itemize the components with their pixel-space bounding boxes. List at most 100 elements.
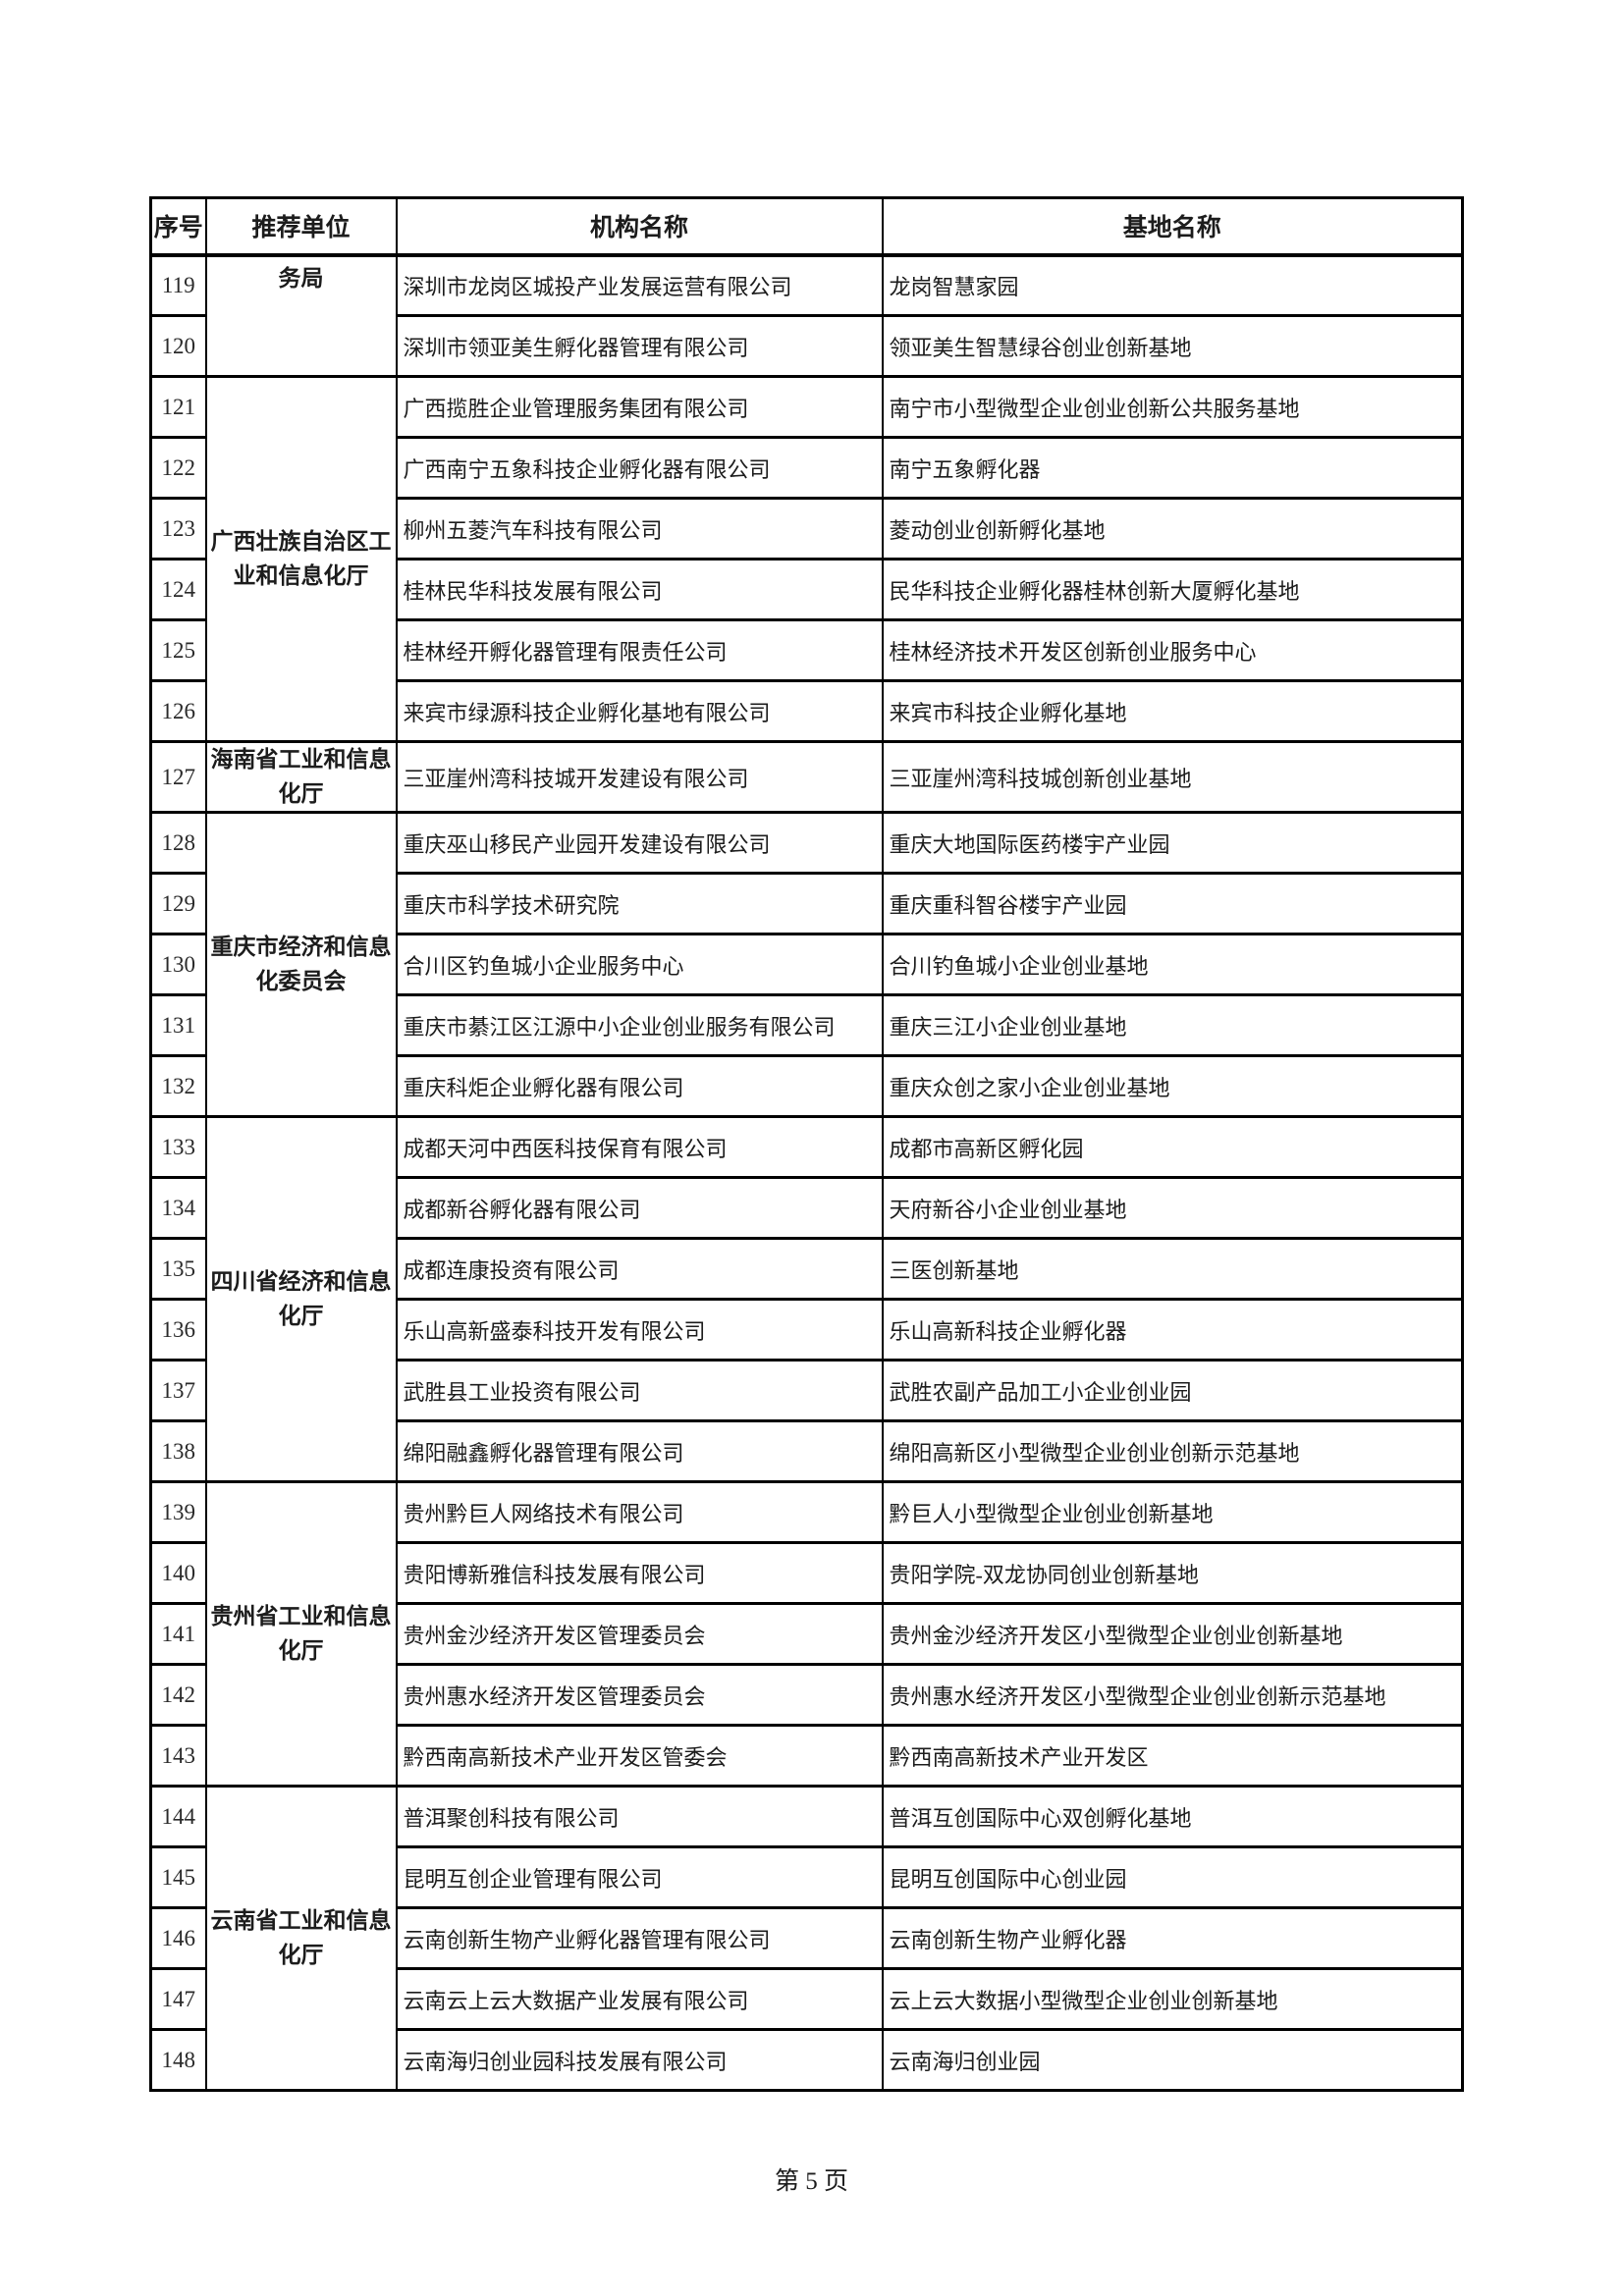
header-org-name: 机构名称 [395, 196, 884, 257]
org-cell: 贵阳博新雅信科技发展有限公司 [395, 1541, 884, 1605]
unit-cell: 四川省经济和信息化厅 [204, 1115, 398, 1483]
base-cell: 云南海归创业园 [881, 2028, 1464, 2092]
table-row: 129 重庆市科学技术研究院 重庆重科智谷楼宇产业园 [149, 872, 1464, 935]
unit-cell: 云南省工业和信息化厅 [204, 1785, 398, 2092]
org-cell: 武胜县工业投资有限公司 [395, 1359, 884, 1422]
org-cell: 成都新谷孵化器有限公司 [395, 1176, 884, 1240]
org-cell: 重庆市科学技术研究院 [395, 872, 884, 935]
base-cell: 成都市高新区孵化园 [881, 1115, 1464, 1179]
org-cell: 重庆科炬企业孵化器有限公司 [395, 1054, 884, 1118]
unit-cell: 广西壮族自治区工业和信息化厅 [204, 375, 398, 743]
unit-cell: 海南省工业和信息化厅 [204, 740, 398, 814]
base-cell: 云南创新生物产业孵化器 [881, 1906, 1464, 1970]
serial-cell: 120 [149, 314, 207, 378]
org-cell: 贵州惠水经济开发区管理委员会 [395, 1663, 884, 1727]
org-cell: 合川区钓鱼城小企业服务中心 [395, 933, 884, 996]
serial-cell: 119 [149, 253, 207, 317]
org-cell: 来宾市绿源科技企业孵化基地有限公司 [395, 679, 884, 743]
base-cell: 昆明互创国际中心创业园 [881, 1845, 1464, 1909]
base-cell: 绵阳高新区小型微型企业创业创新示范基地 [881, 1419, 1464, 1483]
base-cell: 黔西南高新技术产业开发区 [881, 1724, 1464, 1788]
org-cell: 云南云上云大数据产业发展有限公司 [395, 1967, 884, 2031]
base-cell: 重庆大地国际医药楼宇产业园 [881, 811, 1464, 875]
table-row: 122 广西南宁五象科技企业孵化器有限公司 南宁五象孵化器 [149, 436, 1464, 500]
org-cell: 三亚崖州湾科技城开发建设有限公司 [395, 740, 884, 814]
unit-cell: 务局 [204, 253, 398, 378]
table-header-row: 序号 推荐单位 机构名称 基地名称 [149, 196, 1464, 257]
serial-cell: 134 [149, 1176, 207, 1240]
serial-cell: 144 [149, 1785, 207, 1848]
base-cell: 菱动创业创新孵化基地 [881, 497, 1464, 561]
serial-cell: 128 [149, 811, 207, 875]
serial-cell: 147 [149, 1967, 207, 2031]
table-row: 145 昆明互创企业管理有限公司 昆明互创国际中心创业园 [149, 1845, 1464, 1909]
table-row: 120 深圳市领亚美生孵化器管理有限公司 领亚美生智慧绿谷创业创新基地 [149, 314, 1464, 378]
table-row: 132 重庆科炬企业孵化器有限公司 重庆众创之家小企业创业基地 [149, 1054, 1464, 1118]
org-cell: 普洱聚创科技有限公司 [395, 1785, 884, 1848]
serial-cell: 126 [149, 679, 207, 743]
base-cell: 龙岗智慧家园 [881, 253, 1464, 317]
table-row: 135 成都连康投资有限公司 三医创新基地 [149, 1237, 1464, 1301]
table-row: 126 来宾市绿源科技企业孵化基地有限公司 来宾市科技企业孵化基地 [149, 679, 1464, 743]
base-cell: 黔巨人小型微型企业创业创新基地 [881, 1480, 1464, 1544]
base-cell: 三医创新基地 [881, 1237, 1464, 1301]
serial-cell: 125 [149, 618, 207, 682]
org-cell: 桂林经开孵化器管理有限责任公司 [395, 618, 884, 682]
org-cell: 乐山高新盛泰科技开发有限公司 [395, 1298, 884, 1362]
base-cell: 来宾市科技企业孵化基地 [881, 679, 1464, 743]
table-row: 134 成都新谷孵化器有限公司 天府新谷小企业创业基地 [149, 1176, 1464, 1240]
table-row: 119 务局 深圳市龙岗区城投产业发展运营有限公司 龙岗智慧家园 [149, 253, 1464, 378]
table-row: 127 海南省工业和信息化厅 三亚崖州湾科技城开发建设有限公司 三亚崖州湾科技城… [149, 740, 1464, 814]
table-row: 142 贵州惠水经济开发区管理委员会 贵州惠水经济开发区小型微型企业创业创新示范… [149, 1663, 1464, 1727]
table-row: 139 贵州省工业和信息化厅 贵州黔巨人网络技术有限公司 黔巨人小型微型企业创业… [149, 1480, 1464, 1788]
serial-cell: 137 [149, 1359, 207, 1422]
page-footer: 第 5 页 [774, 2168, 848, 2195]
base-cell: 民华科技企业孵化器桂林创新大厦孵化基地 [881, 558, 1464, 621]
base-cell: 三亚崖州湾科技城创新创业基地 [881, 740, 1464, 814]
base-cell: 南宁五象孵化器 [881, 436, 1464, 500]
org-cell: 成都天河中西医科技保育有限公司 [395, 1115, 884, 1179]
serial-cell: 123 [149, 497, 207, 561]
serial-cell: 138 [149, 1419, 207, 1483]
org-cell: 云南创新生物产业孵化器管理有限公司 [395, 1906, 884, 1970]
base-cell: 合川钓鱼城小企业创业基地 [881, 933, 1464, 996]
table-row: 124 桂林民华科技发展有限公司 民华科技企业孵化器桂林创新大厦孵化基地 [149, 558, 1464, 621]
table-row: 137 武胜县工业投资有限公司 武胜农副产品加工小企业创业园 [149, 1359, 1464, 1422]
serial-cell: 143 [149, 1724, 207, 1788]
base-cell: 重庆重科智谷楼宇产业园 [881, 872, 1464, 935]
serial-cell: 142 [149, 1663, 207, 1727]
org-cell: 深圳市龙岗区城投产业发展运营有限公司 [395, 253, 884, 317]
table-row: 146 云南创新生物产业孵化器管理有限公司 云南创新生物产业孵化器 [149, 1906, 1464, 1970]
serial-cell: 131 [149, 993, 207, 1057]
table-row: 141 贵州金沙经济开发区管理委员会 贵州金沙经济开发区小型微型企业创业创新基地 [149, 1602, 1464, 1666]
base-cell: 贵阳学院-双龙协同创业创新基地 [881, 1541, 1464, 1605]
base-cell: 重庆众创之家小企业创业基地 [881, 1054, 1464, 1118]
base-cell: 领亚美生智慧绿谷创业创新基地 [881, 314, 1464, 378]
header-base-name: 基地名称 [881, 196, 1464, 257]
table-row: 148 云南海归创业园科技发展有限公司 云南海归创业园 [149, 2028, 1464, 2092]
header-recommend-unit: 推荐单位 [204, 196, 398, 257]
table-row: 136 乐山高新盛泰科技开发有限公司 乐山高新科技企业孵化器 [149, 1298, 1464, 1362]
base-cell: 桂林经济技术开发区创新创业服务中心 [881, 618, 1464, 682]
base-cell: 重庆三江小企业创业基地 [881, 993, 1464, 1057]
serial-cell: 148 [149, 2028, 207, 2092]
base-cell: 南宁市小型微型企业创业创新公共服务基地 [881, 375, 1464, 439]
base-cell: 贵州金沙经济开发区小型微型企业创业创新基地 [881, 1602, 1464, 1666]
table-row: 143 黔西南高新技术产业开发区管委会 黔西南高新技术产业开发区 [149, 1724, 1464, 1788]
org-cell: 广西南宁五象科技企业孵化器有限公司 [395, 436, 884, 500]
serial-cell: 145 [149, 1845, 207, 1909]
base-cell: 贵州惠水经济开发区小型微型企业创业创新示范基地 [881, 1663, 1464, 1727]
org-cell: 广西揽胜企业管理服务集团有限公司 [395, 375, 884, 439]
table-row: 121 广西壮族自治区工业和信息化厅 广西揽胜企业管理服务集团有限公司 南宁市小… [149, 375, 1464, 743]
table-row: 130 合川区钓鱼城小企业服务中心 合川钓鱼城小企业创业基地 [149, 933, 1464, 996]
base-cell: 普洱互创国际中心双创孵化基地 [881, 1785, 1464, 1848]
table-row: 123 柳州五菱汽车科技有限公司 菱动创业创新孵化基地 [149, 497, 1464, 561]
serial-cell: 140 [149, 1541, 207, 1605]
table-row: 128 重庆市经济和信息化委员会 重庆巫山移民产业园开发建设有限公司 重庆大地国… [149, 811, 1464, 1118]
org-cell: 贵州金沙经济开发区管理委员会 [395, 1602, 884, 1666]
serial-cell: 121 [149, 375, 207, 439]
recommendation-table: 序号 推荐单位 机构名称 基地名称 119 务局 深圳市龙岗区城投产业发展运营有… [149, 196, 1464, 2092]
serial-cell: 146 [149, 1906, 207, 1970]
org-cell: 绵阳融鑫孵化器管理有限公司 [395, 1419, 884, 1483]
serial-cell: 141 [149, 1602, 207, 1666]
